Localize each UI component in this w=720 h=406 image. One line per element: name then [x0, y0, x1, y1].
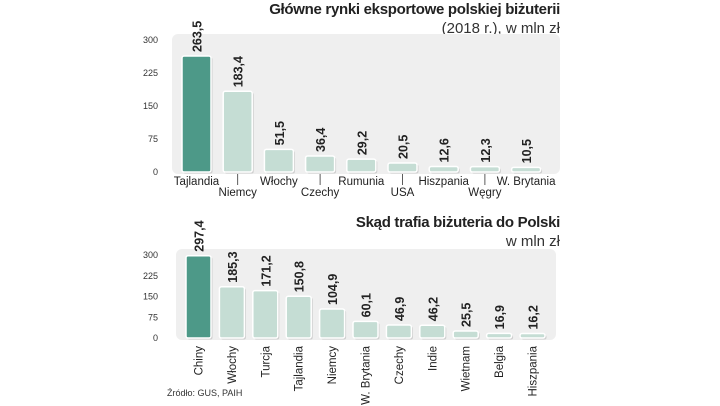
category-label: Czechy — [301, 187, 340, 199]
bar — [352, 320, 379, 339]
category-label: Wietnam — [461, 346, 473, 391]
value-label: 297,4 — [193, 220, 207, 251]
chart1-title: Główne rynki eksportowe polskiej biżuter… — [269, 1, 560, 18]
bar — [385, 324, 413, 339]
y-tick-label: 75 — [148, 134, 158, 144]
y-tick-label: 225 — [143, 68, 158, 78]
value-label: 60,1 — [360, 293, 374, 317]
value-label: 263,5 — [191, 21, 205, 52]
chart1-subtitle: (2018 r.), w mln zł — [441, 20, 560, 37]
category-label: Turcja — [260, 345, 272, 377]
value-label: 46,9 — [393, 297, 407, 321]
value-label: 16,9 — [493, 305, 507, 329]
category-label: W. Brytania — [361, 345, 373, 404]
value-label: 36,4 — [314, 128, 328, 152]
chart2-title: Skąd trafia biżuteria do Polski — [355, 214, 560, 231]
category-label: Chiny — [194, 346, 206, 376]
plot-background — [172, 34, 560, 174]
y-tick-label: 225 — [143, 271, 158, 281]
value-label: 25,5 — [460, 303, 474, 327]
value-label: 51,5 — [273, 121, 287, 145]
y-tick-label: 0 — [153, 167, 158, 177]
category-label: Czechy — [394, 346, 406, 385]
y-tick-label: 150 — [143, 292, 158, 302]
bar — [469, 165, 501, 173]
chart2-subtitle: w mln zł — [505, 233, 560, 250]
category-label: USA — [391, 187, 415, 199]
bar — [222, 90, 253, 173]
category-label: Niemcy — [327, 346, 339, 385]
category-label: Tajlandia — [174, 176, 220, 188]
source-note: Źródło: GUS, PAIH — [167, 388, 243, 398]
bar — [318, 308, 346, 339]
category-label: Tajlandia — [294, 345, 306, 391]
bar — [185, 254, 212, 339]
bar — [485, 332, 513, 339]
category-label: Hiszpania — [528, 345, 540, 396]
category-label: W. Brytania — [497, 176, 556, 188]
value-label: 12,6 — [438, 138, 452, 162]
bar — [519, 332, 546, 339]
value-label: 12,3 — [479, 138, 493, 162]
value-label: 150,8 — [293, 261, 307, 292]
bar — [510, 166, 542, 173]
bar — [263, 148, 295, 173]
bar — [387, 162, 418, 173]
value-label: 171,2 — [259, 255, 273, 286]
category-label: Rumunia — [338, 176, 385, 188]
category-label: Hiszpania — [418, 176, 469, 188]
bar — [285, 295, 312, 339]
y-tick-label: 300 — [143, 250, 158, 260]
category-label: Węgry — [468, 187, 501, 199]
value-label: 183,4 — [232, 56, 246, 87]
bar — [419, 324, 446, 339]
value-label: 46,2 — [426, 297, 440, 321]
y-tick-label: 150 — [143, 101, 158, 111]
value-label: 29,2 — [355, 131, 369, 155]
bar — [181, 55, 212, 173]
category-label: Indie — [427, 346, 439, 371]
value-label: 104,9 — [326, 274, 340, 305]
value-label: 10,5 — [520, 139, 534, 163]
bar — [346, 158, 377, 173]
value-label: 20,5 — [397, 135, 411, 159]
category-label: Belgia — [494, 345, 506, 378]
bar — [428, 165, 459, 173]
category-label: Włochy — [227, 346, 239, 384]
value-label: 16,2 — [527, 305, 541, 329]
y-tick-label: 75 — [148, 312, 158, 322]
bar — [218, 285, 246, 339]
bar — [252, 289, 279, 339]
y-tick-label: 300 — [143, 35, 158, 45]
category-label: Niemcy — [219, 187, 258, 199]
bar — [452, 330, 479, 339]
y-tick-label: 0 — [153, 333, 158, 343]
bar — [304, 155, 336, 173]
value-label: 185,3 — [226, 251, 240, 282]
category-label: Włochy — [260, 176, 298, 188]
export-markets-chart: 0 75 150 225 300 263,5 Tajlandia 183,4 Niemcy 51,… — [143, 21, 560, 199]
